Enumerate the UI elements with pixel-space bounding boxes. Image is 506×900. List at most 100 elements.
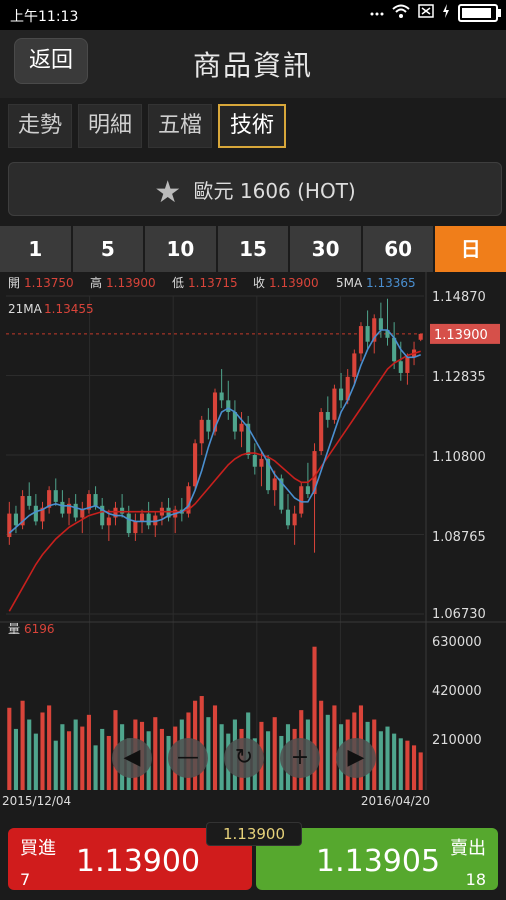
tab-five-levels[interactable]: 五檔 [148,104,212,148]
ma-lines [8,329,421,612]
volume-bar [80,726,85,790]
end-date: 2016/04/20 [360,794,430,808]
zoom-in-button[interactable]: + [280,738,320,778]
candle-body [279,478,284,510]
volume-bar [93,745,98,790]
candle-body [126,513,131,534]
status-icons [370,4,501,22]
volume-bar [47,705,52,790]
y-tick-1: 1.14870 [432,290,486,305]
candle-body [332,388,337,420]
candle-body [239,423,244,432]
product-selector[interactable]: ★ 歐元 1606 (HOT) [8,162,502,216]
legend-close-value: 1.13900 [269,276,319,290]
candle-body [358,326,364,354]
candle-body [133,521,138,534]
sell-price: 1.13905 [316,844,441,879]
candle-body [13,513,19,526]
candle-body [146,513,151,526]
info-tabs: 走勢 明細 五檔 技術 [8,104,286,148]
candle-body [20,496,25,526]
vol-tick-1: 630000 [432,635,482,650]
last-price-label: 1.13900 [434,328,488,343]
start-date: 2015/12/04 [2,794,72,808]
scroll-right-button[interactable]: ▶ [336,738,376,778]
candle-body [385,329,390,338]
status-bar: 上午11:13 [0,0,506,30]
zoom-out-button[interactable]: — [168,738,208,778]
volume-bar [33,733,38,790]
legend-open-label: 開 [8,276,20,290]
period-10[interactable]: 10 [145,226,218,272]
volume-value: 6196 [24,622,55,636]
candle-body [312,451,317,495]
volume-label: 量 [8,622,20,636]
tab-trend[interactable]: 走勢 [8,104,72,148]
volume-bar [212,705,218,790]
volume-bar [312,646,317,790]
sell-label: 賣出 [450,838,486,859]
tab-details[interactable]: 明細 [78,104,142,148]
legend-close-label: 收 [253,276,265,290]
refresh-button[interactable]: ↻ [224,738,264,778]
status-time: 上午11:13 [10,9,79,25]
candle-body [378,318,383,330]
candlestick-chart[interactable]: 開 1.13750 高 1.13900 低 1.13715 收 1.13900 … [0,272,506,812]
product-inner: ★ 歐元 1606 (HOT) [9,175,501,210]
volume-bar [159,728,164,790]
volume-bar [7,707,12,790]
volume-bar [219,724,224,790]
candle-body [418,333,423,340]
candle-body [305,486,310,495]
period-1[interactable]: 1 [0,226,73,272]
candle-body [325,412,330,420]
period-15[interactable]: 15 [217,226,291,272]
candle-body [120,507,125,514]
volume-bar [60,724,65,790]
candle-body [80,509,85,518]
volume-bar [266,731,271,790]
last-price-marker [430,323,500,344]
volume-bar [319,700,324,790]
candle-body [60,501,65,514]
candle-body [292,513,297,526]
date-range: 2015/12/04 2016/04/20 [0,794,506,812]
back-button[interactable]: 返回 [14,38,88,84]
volume-bar [13,728,19,790]
candle-body [206,419,211,432]
buy-qty: 7 [20,870,31,889]
volume-bar [86,714,91,790]
candle-body [372,318,377,342]
buy-label: 買進 [20,838,56,859]
sell-button[interactable]: 賣出 18 1.13905 [256,828,498,890]
candle-body [352,353,357,377]
legend-low-label: 低 [172,276,184,290]
period-5[interactable]: 5 [72,226,146,272]
candle-body [106,517,111,526]
candle-body [53,490,58,502]
y-tick-5: 1.06730 [432,607,486,622]
star-icon[interactable]: ★ [154,175,182,210]
candle-body [398,361,403,373]
legend-ma5-label: 5MA [336,276,363,290]
legend-high-label: 高 [90,275,102,290]
candle-body [7,513,12,538]
scroll-left-button[interactable]: ◀ [112,738,152,778]
period-day[interactable]: 日 [435,226,506,272]
battery-icon [458,4,501,22]
product-name: 歐元 1606 (HOT) [193,179,356,203]
candle-body [66,503,72,514]
trade-bar: 買進 7 1.13900 賣出 18 1.13905 1.13900 [0,820,506,900]
volume-bar [418,752,423,790]
volume-bar [378,731,383,790]
tab-technical[interactable]: 技術 [218,104,286,148]
y-tick-2: 1.12835 [432,370,486,385]
period-60[interactable]: 60 [362,226,436,272]
period-30[interactable]: 30 [290,226,363,272]
candle-body [272,478,277,491]
candle-body [219,392,224,401]
candles [7,298,423,553]
y-tick-3: 1.10800 [432,450,486,465]
candle-body [100,505,105,526]
volume-bar [100,728,105,790]
